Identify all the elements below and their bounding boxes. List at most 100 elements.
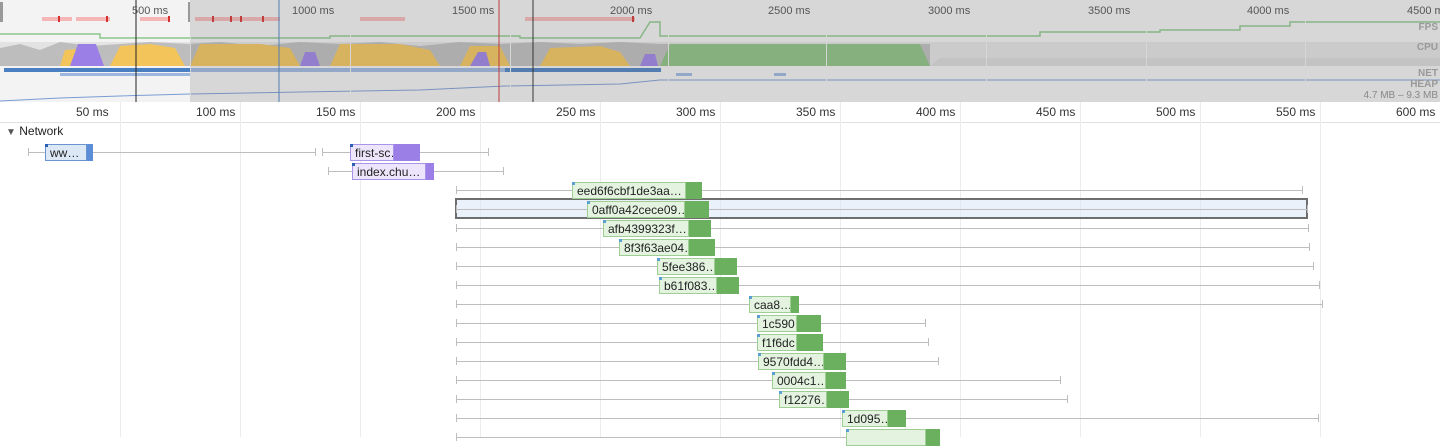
request-bar[interactable]: first-sc… (350, 144, 420, 161)
request-download-segment (87, 144, 93, 161)
request-bar[interactable]: afb4399323f… (603, 220, 711, 237)
request-label: eed6f6cbf1de3aa… (572, 182, 686, 199)
request-bar[interactable]: caa8… (749, 296, 799, 313)
network-request-row[interactable]: f12276… (0, 390, 1440, 409)
network-track-header[interactable]: ▼ Network (6, 124, 63, 138)
window-left-handle[interactable] (0, 2, 3, 22)
network-request-row[interactable]: eed6f6cbf1de3aa… (0, 181, 1440, 200)
whisker-cap (456, 395, 457, 403)
request-bar[interactable]: b61f083… (659, 277, 739, 294)
whisker-cap (1067, 395, 1068, 403)
network-request-row[interactable]: caa8… (0, 295, 1440, 314)
request-label: 1c590… (757, 315, 797, 332)
whisker-cap (1060, 376, 1061, 384)
whisker-cap (315, 148, 316, 156)
request-bar[interactable]: 0004c1… (772, 372, 846, 389)
overview-tick-label: 1500 ms (452, 5, 495, 17)
overview-graphs (0, 0, 1440, 102)
whisker-cap (488, 148, 489, 156)
whisker-cap (1318, 414, 1319, 422)
network-request-row[interactable] (0, 428, 1440, 447)
whisker-cap (456, 186, 457, 194)
overview-tick-label: 2500 ms (768, 5, 811, 17)
whisker-cap (1313, 262, 1314, 270)
request-whisker (456, 323, 925, 324)
priority-marker (757, 334, 760, 337)
request-download-segment (689, 239, 715, 256)
request-bar[interactable]: eed6f6cbf1de3aa… (572, 182, 702, 199)
network-request-row[interactable]: 9570fdd4… (0, 352, 1440, 371)
window-right-handle[interactable] (188, 2, 191, 22)
network-request-row[interactable]: f1f6dc… (0, 333, 1440, 352)
network-request-row[interactable]: 5fee386… (0, 257, 1440, 276)
request-label: f12276… (779, 391, 827, 408)
request-bar[interactable]: f1f6dc… (757, 334, 823, 351)
priority-marker (772, 372, 775, 375)
ruler-gridline (600, 102, 601, 437)
request-bar[interactable]: 1c590… (757, 315, 821, 332)
whisker-cap (1319, 281, 1320, 289)
request-bar[interactable]: 9570fdd4… (758, 353, 846, 370)
request-label: index.chu… (352, 163, 426, 180)
request-bar[interactable]: ww… (45, 144, 93, 161)
whisker-cap (456, 262, 457, 270)
network-request-row[interactable]: afb4399323f… (0, 219, 1440, 238)
request-label: 5fee386… (657, 258, 715, 275)
overview-tick-label: 500 ms (132, 5, 169, 17)
request-download-segment (686, 182, 702, 199)
request-whisker (456, 209, 1307, 210)
request-whisker (456, 247, 1309, 248)
request-bar[interactable]: index.chu… (352, 163, 434, 180)
overview-tick-label: 4000 ms (1247, 5, 1290, 17)
timeline-overview[interactable]: 500 ms 1000 ms 1500 ms 2000 ms 2500 ms 3000 m… (0, 0, 1440, 103)
priority-marker (587, 201, 590, 204)
network-request-row[interactable]: index.chu… (0, 162, 1440, 181)
request-label (846, 429, 926, 446)
request-bar[interactable]: f12276… (779, 391, 849, 408)
overview-tick-line (986, 0, 987, 102)
network-request-row[interactable]: first-sc… (0, 143, 1440, 162)
cpu-painting (660, 44, 930, 66)
request-download-segment (824, 353, 846, 370)
network-request-row[interactable]: 0004c1… (0, 371, 1440, 390)
ruler-tick-label: 450 ms (1036, 105, 1076, 119)
whisker-cap (456, 433, 457, 441)
overview-tick-line (510, 0, 511, 102)
whisker-cap (1302, 186, 1303, 194)
overview-window-shade (190, 0, 1440, 102)
request-bar[interactable]: 5fee386… (657, 258, 737, 275)
request-download-segment (717, 277, 739, 294)
overview-tick-label: 1000 ms (292, 5, 335, 17)
whisker-cap (456, 224, 457, 232)
request-label: ww… (45, 144, 87, 161)
request-bar[interactable]: 8f3f63ae04… (619, 239, 715, 256)
network-request-row[interactable]: 0aff0a42cece09… (0, 200, 1440, 219)
ruler-gridline (1200, 102, 1201, 437)
network-request-row[interactable]: 1c590… (0, 314, 1440, 333)
ruler-tick-label: 400 ms (916, 105, 956, 119)
priority-marker (657, 258, 660, 261)
overview-tick-label: 2000 ms (610, 5, 653, 17)
collapse-triangle-icon[interactable]: ▼ (6, 127, 16, 138)
fps-jank-markers (42, 17, 635, 21)
network-request-row[interactable]: 8f3f63ae04… (0, 238, 1440, 257)
request-bar[interactable]: 1d095… (842, 410, 906, 427)
request-whisker (456, 266, 1313, 267)
overview-tick-line (190, 0, 191, 102)
memory-range-label: 4.7 MB – 9.3 MB (1363, 90, 1438, 101)
whisker-cap (503, 167, 504, 175)
request-bar[interactable]: 0aff0a42cece09… (587, 201, 709, 218)
request-label: 9570fdd4… (758, 353, 824, 370)
request-download-segment (826, 372, 846, 389)
request-download-segment (797, 315, 821, 332)
network-request-row[interactable]: 1d095… (0, 409, 1440, 428)
whisker-cap (1322, 300, 1323, 308)
overview-tick-line (826, 0, 827, 102)
network-request-row[interactable]: b61f083… (0, 276, 1440, 295)
whisker-cap (456, 319, 457, 327)
fps-track-label: FPS (1418, 22, 1438, 33)
whisker-cap (928, 338, 929, 346)
network-request-row[interactable]: ww… (0, 143, 1440, 162)
request-bar[interactable] (846, 429, 940, 446)
priority-marker (603, 220, 606, 223)
